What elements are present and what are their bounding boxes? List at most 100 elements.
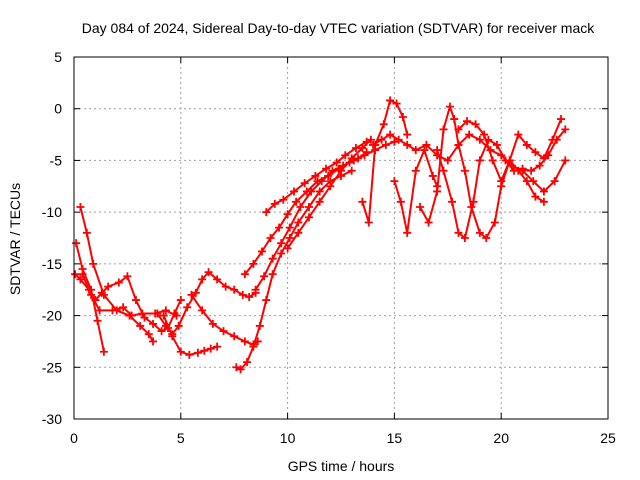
data-point-marker — [439, 166, 448, 175]
data-point-marker — [311, 171, 320, 180]
data-point-marker — [176, 347, 185, 356]
data-point-marker — [535, 161, 544, 170]
data-point-marker — [522, 140, 531, 149]
data-point-marker — [262, 208, 271, 217]
data-point-marker — [144, 330, 153, 339]
data-point-marker — [315, 197, 324, 206]
data-point-marker — [460, 166, 469, 175]
data-point-marker — [230, 332, 239, 341]
data-point-marker — [381, 140, 390, 149]
series-arc-6 — [159, 311, 222, 359]
data-point-marker — [198, 306, 207, 315]
data-point-marker — [531, 148, 540, 157]
data-point-marker — [377, 135, 386, 144]
data-point-marker — [390, 177, 399, 186]
data-point-marker — [304, 202, 313, 211]
data-point-marker — [561, 125, 570, 134]
data-point-marker — [191, 288, 200, 297]
data-point-marker — [294, 218, 303, 227]
data-point-marker — [251, 285, 260, 294]
data-point-marker — [140, 313, 149, 322]
data-point-marker — [364, 218, 373, 227]
y-tick-label: -30 — [42, 411, 62, 427]
series-arc-17 — [433, 125, 570, 242]
data-point-marker — [366, 135, 375, 144]
data-point-marker — [268, 270, 277, 279]
data-point-marker — [136, 321, 145, 330]
data-point-marker — [304, 213, 313, 222]
series-trace — [361, 99, 409, 224]
data-point-marker — [149, 337, 158, 346]
series-arc-7 — [187, 290, 262, 349]
y-tick-label: -20 — [42, 308, 62, 324]
data-point-marker — [262, 296, 271, 305]
data-point-marker — [490, 218, 499, 227]
data-point-marker — [420, 146, 429, 155]
x-tick-label: 0 — [70, 430, 78, 446]
data-point-marker — [275, 223, 284, 232]
data-point-marker — [332, 158, 341, 167]
data-point-marker — [539, 187, 548, 196]
data-point-marker — [296, 202, 305, 211]
data-point-marker — [492, 140, 501, 149]
y-tick-label: -10 — [42, 204, 62, 220]
data-point-marker — [176, 296, 185, 305]
data-point-marker — [439, 125, 448, 134]
data-point-marker — [469, 197, 478, 206]
data-point-marker — [198, 275, 207, 284]
data-point-marker — [97, 288, 106, 297]
data-point-marker — [294, 228, 303, 237]
data-point-marker — [386, 96, 395, 105]
data-point-marker — [108, 306, 117, 315]
data-point-marker — [482, 234, 491, 242]
data-point-marker — [522, 177, 531, 186]
data-point-marker — [369, 140, 378, 149]
data-point-marker — [315, 187, 324, 196]
data-point-marker — [114, 278, 123, 287]
data-point-marker — [249, 259, 258, 268]
chart-title: Day 084 of 2024, Sidereal Day-to-day VTE… — [82, 20, 595, 36]
data-point-marker — [539, 197, 548, 206]
data-point-marker — [460, 234, 469, 242]
data-point-marker — [170, 309, 179, 318]
data-point-marker — [428, 171, 437, 180]
data-point-marker — [422, 140, 431, 149]
data-point-marker — [249, 342, 258, 351]
y-tick-label: 5 — [54, 49, 62, 65]
data-point-marker — [450, 115, 459, 124]
data-point-marker — [232, 363, 241, 372]
x-tick-label: 25 — [600, 430, 616, 446]
data-point-marker — [255, 321, 264, 330]
data-point-marker — [76, 275, 85, 284]
data-point-marker — [480, 130, 489, 139]
data-point-marker — [270, 199, 279, 208]
data-point-marker — [328, 166, 337, 175]
data-point-marker — [240, 337, 249, 346]
data-point-marker — [448, 197, 457, 206]
series-layer — [71, 96, 570, 374]
data-point-marker — [213, 342, 222, 351]
data-point-marker — [221, 282, 230, 291]
y-tick-label: 0 — [54, 101, 62, 117]
data-point-marker — [445, 102, 454, 111]
data-point-marker — [82, 228, 91, 237]
data-point-marker — [433, 146, 442, 155]
data-point-marker — [93, 316, 102, 325]
data-point-marker — [292, 197, 301, 206]
data-point-marker — [279, 195, 288, 204]
tick-layer — [73, 56, 609, 420]
y-axis-label: SDTVAR / TECUs — [7, 183, 23, 295]
series-arc-11 — [262, 137, 371, 217]
data-point-marker — [300, 179, 309, 188]
data-point-marker — [153, 309, 162, 318]
data-point-marker — [488, 156, 497, 165]
data-point-marker — [71, 270, 80, 279]
x-tick-label: 10 — [280, 430, 296, 446]
data-point-marker — [557, 115, 566, 124]
data-point-marker — [317, 177, 326, 186]
data-point-marker — [360, 151, 369, 160]
series-arc-8 — [232, 166, 356, 374]
y-tick-label: -5 — [50, 152, 63, 168]
data-point-marker — [183, 303, 192, 312]
grid-layer — [74, 57, 608, 419]
